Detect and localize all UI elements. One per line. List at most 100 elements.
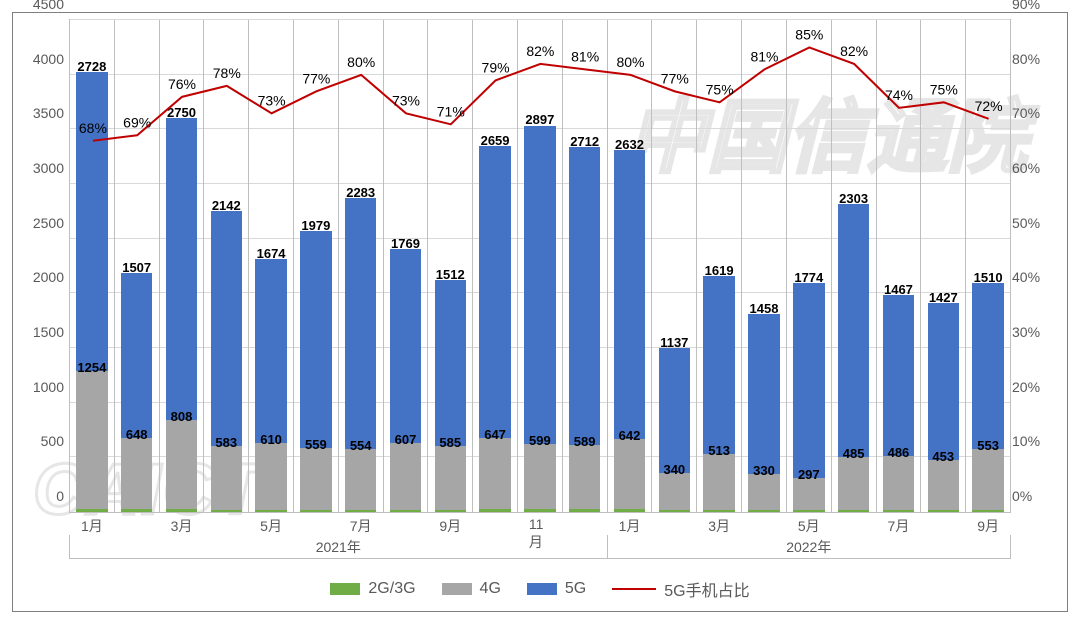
bar-stack: 5892712 <box>569 147 601 512</box>
label-5g-value: 2897 <box>525 112 554 127</box>
label-4g-value: 485 <box>843 446 865 461</box>
label-5g-value: 1774 <box>794 270 823 285</box>
bar-seg-2g3g <box>614 509 646 512</box>
label-4g-value: 642 <box>619 428 641 443</box>
bar-seg-2g3g <box>838 510 870 512</box>
bar-seg-2g3g <box>928 510 960 512</box>
legend-line-swatch <box>612 588 656 590</box>
bar-seg-4g <box>390 443 422 510</box>
x-month-label: 1月 <box>81 516 103 536</box>
bar-seg-5g <box>703 276 735 454</box>
bar-stack: 6071769 <box>390 249 422 512</box>
y2-tick-label: 40% <box>1012 269 1062 285</box>
bar-seg-4g <box>166 420 198 509</box>
bar-seg-4g <box>569 445 601 510</box>
bar-slot: 64226321月 <box>608 20 652 512</box>
x-axis-year-row: 2021年2022年 <box>69 535 1011 559</box>
label-4g-value: 297 <box>798 467 820 482</box>
label-5g-value: 1769 <box>391 236 420 251</box>
y1-tick-label: 0 <box>14 488 64 504</box>
bar-seg-5g <box>748 314 780 474</box>
label-4g-value: 554 <box>350 438 372 453</box>
x-year-label: 2022年 <box>607 535 1010 558</box>
bar-seg-5g <box>121 273 153 438</box>
y2-tick-label: 0% <box>1012 488 1062 504</box>
y1-tick-label: 2500 <box>14 215 64 231</box>
bar-seg-4g <box>479 438 511 509</box>
y2-tick-label: 30% <box>1012 324 1062 340</box>
bar-stack: 5542283 <box>345 198 377 512</box>
bar-seg-4g <box>614 439 646 509</box>
label-4g-value: 585 <box>439 435 461 450</box>
bar-stack: 5851512 <box>435 280 467 512</box>
bar-seg-5g <box>255 259 287 443</box>
year-group: 64226321月340113751316193月330145829717745… <box>607 20 1010 512</box>
bar-seg-2g3g <box>569 509 601 512</box>
chart-frame: CAICT 中国信通院 125427281月648150780827503月58… <box>12 12 1068 612</box>
bar-seg-5g <box>345 198 377 449</box>
bar-seg-2g3g <box>166 509 198 512</box>
legend-label-2g3g: 2G/3G <box>368 580 415 598</box>
label-5g-value: 2659 <box>481 133 510 148</box>
label-5g-value: 1427 <box>929 290 958 305</box>
legend-item-4g: 4G <box>442 577 501 601</box>
bar-seg-2g3g <box>76 509 108 512</box>
bar-seg-5g <box>300 231 332 448</box>
label-4g-value: 453 <box>932 449 954 464</box>
bar-slot: 125427281月 <box>70 20 114 512</box>
label-5g-value: 2750 <box>167 105 196 120</box>
bar-stack: 5531510 <box>972 283 1004 512</box>
bar-seg-4g <box>121 438 153 509</box>
legend-item-2g3g: 2G/3G <box>330 577 415 601</box>
bar-seg-4g <box>345 449 377 510</box>
label-4g-value: 589 <box>574 434 596 449</box>
bar-slot: 4852303 <box>831 20 876 512</box>
legend-swatch-5g <box>527 583 557 595</box>
label-4g-value: 599 <box>529 433 551 448</box>
x-month-label: 7月 <box>888 516 910 536</box>
bar-slot: 51316193月 <box>696 20 741 512</box>
bar-slot: 599289711月 <box>517 20 562 512</box>
bar-seg-5g <box>390 249 422 443</box>
bar-seg-2g3g <box>524 509 556 512</box>
bar-seg-4g <box>255 443 287 510</box>
bar-seg-4g <box>435 446 467 510</box>
bar-stack: 6422632 <box>614 150 646 512</box>
bar-seg-2g3g <box>211 510 243 512</box>
label-4g-value: 583 <box>215 435 237 450</box>
bar-seg-2g3g <box>793 510 825 512</box>
bar-slot: 29717745月 <box>786 20 831 512</box>
bar-seg-5g <box>614 150 646 439</box>
bar-seg-5g <box>659 348 691 473</box>
legend-label-line: 5G手机占比 <box>664 577 749 601</box>
bar-seg-4g <box>703 454 735 510</box>
bar-seg-5g <box>838 204 870 457</box>
bar-seg-4g <box>76 371 108 509</box>
x-month-label: 3月 <box>708 516 730 536</box>
x-month-label: 9月 <box>977 516 999 536</box>
bar-slot: 55422837月 <box>338 20 383 512</box>
bar-slot: 5892712 <box>562 20 607 512</box>
bar-stack: 4531427 <box>928 303 960 512</box>
y1-tick-label: 1500 <box>14 324 64 340</box>
bar-slot: 453 1427 <box>920 20 965 512</box>
legend-item-5g: 5G <box>527 577 586 601</box>
label-4g-value: 610 <box>260 432 282 447</box>
y2-tick-label: 50% <box>1012 215 1062 231</box>
label-5g-value: 1507 <box>122 260 151 275</box>
year-group: 125427281月648150780827503月58321426101674… <box>70 20 607 512</box>
bar-slot: 80827503月 <box>159 20 204 512</box>
bar-slot: 3301458 <box>741 20 786 512</box>
y2-tick-label: 20% <box>1012 379 1062 395</box>
x-month-label: 5月 <box>260 516 282 536</box>
label-5g-value: 1137 <box>660 335 688 350</box>
bar-seg-2g3g <box>703 510 735 512</box>
bar-seg-4g <box>211 446 243 510</box>
label-5g-value: 1510 <box>974 270 1003 285</box>
x-month-label: 9月 <box>439 516 461 536</box>
label-4g-value: 647 <box>484 427 506 442</box>
label-4g-value: 648 <box>126 427 148 442</box>
x-month-label: 1月 <box>619 516 641 536</box>
bar-seg-2g3g <box>659 510 691 512</box>
label-4g-value: 607 <box>395 432 417 447</box>
